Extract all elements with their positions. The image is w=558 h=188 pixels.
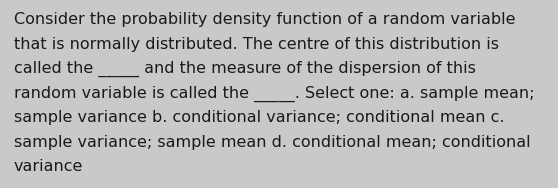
- Text: variance: variance: [14, 159, 83, 174]
- Text: sample variance; sample mean d. conditional mean; conditional: sample variance; sample mean d. conditio…: [14, 134, 531, 149]
- Text: called the _____ and the measure of the dispersion of this: called the _____ and the measure of the …: [14, 61, 476, 77]
- Text: sample variance b. conditional variance; conditional mean c.: sample variance b. conditional variance;…: [14, 110, 504, 125]
- Text: Consider the probability density function of a random variable: Consider the probability density functio…: [14, 12, 516, 27]
- Text: random variable is called the _____. Select one: a. sample mean;: random variable is called the _____. Sel…: [14, 86, 535, 102]
- Text: that is normally distributed. The centre of this distribution is: that is normally distributed. The centre…: [14, 36, 499, 52]
